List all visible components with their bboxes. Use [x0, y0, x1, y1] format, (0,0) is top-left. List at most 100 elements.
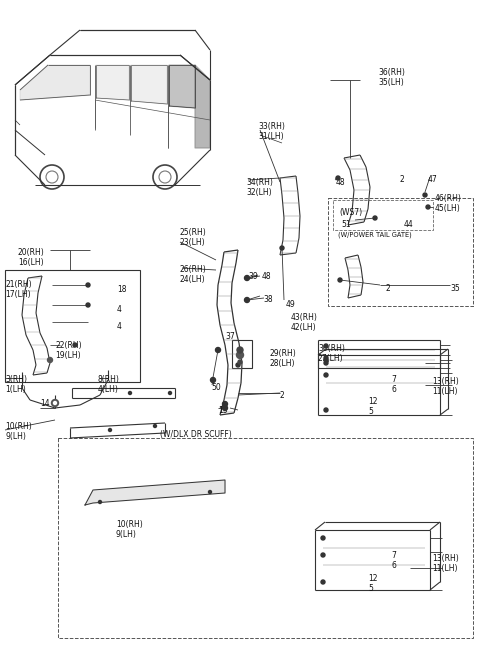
Text: 29(RH): 29(RH): [270, 349, 297, 358]
Circle shape: [324, 361, 328, 365]
Bar: [58, 438, 473, 638]
Text: 48: 48: [262, 272, 272, 281]
Text: 10(RH): 10(RH): [116, 520, 143, 529]
Text: 3(RH): 3(RH): [5, 375, 27, 384]
Polygon shape: [131, 65, 167, 104]
Circle shape: [324, 358, 328, 362]
Bar: [232, 340, 252, 368]
Text: 2: 2: [386, 284, 391, 293]
Text: (W/POWER TAIL GATE): (W/POWER TAIL GATE): [338, 231, 412, 237]
Circle shape: [98, 501, 101, 504]
Text: 19(LH): 19(LH): [55, 351, 81, 360]
Circle shape: [211, 377, 216, 382]
Text: 45(LH): 45(LH): [435, 204, 461, 213]
Circle shape: [53, 401, 57, 405]
Text: 16(LH): 16(LH): [18, 258, 44, 267]
Text: 33(RH): 33(RH): [258, 122, 285, 131]
Text: 12: 12: [368, 574, 377, 583]
Circle shape: [237, 347, 243, 353]
Text: 9(LH): 9(LH): [5, 432, 26, 441]
Circle shape: [321, 536, 325, 540]
Circle shape: [48, 358, 52, 363]
Text: 4(LH): 4(LH): [98, 385, 119, 394]
Bar: [5, 270, 140, 382]
Circle shape: [280, 246, 284, 250]
Text: 47: 47: [428, 175, 438, 184]
Text: 28(LH): 28(LH): [270, 359, 296, 368]
Text: 11(LH): 11(LH): [432, 564, 457, 573]
Circle shape: [244, 298, 250, 302]
Text: 10(RH): 10(RH): [5, 422, 32, 431]
Circle shape: [73, 343, 77, 347]
Text: 22(RH): 22(RH): [55, 341, 82, 350]
Circle shape: [223, 401, 228, 407]
Bar: [333, 200, 433, 230]
Text: 49: 49: [286, 300, 296, 309]
Text: 32(LH): 32(LH): [246, 188, 272, 197]
Text: 7: 7: [391, 375, 396, 384]
Text: 12: 12: [368, 397, 377, 406]
Text: 2: 2: [400, 175, 405, 184]
Text: 13(RH): 13(RH): [432, 554, 459, 563]
Circle shape: [321, 553, 325, 557]
Text: 23(LH): 23(LH): [180, 238, 205, 247]
Circle shape: [168, 392, 171, 394]
Text: 25(RH): 25(RH): [180, 228, 207, 237]
Text: 6: 6: [391, 385, 396, 394]
Text: 44: 44: [404, 220, 414, 229]
Text: 34(RH): 34(RH): [246, 178, 273, 187]
Circle shape: [86, 283, 90, 287]
Circle shape: [208, 491, 212, 493]
Text: 5: 5: [368, 584, 373, 593]
Text: 37: 37: [225, 332, 235, 341]
Circle shape: [324, 373, 328, 377]
Text: 27(LH): 27(LH): [318, 354, 344, 363]
Text: 24(LH): 24(LH): [180, 275, 205, 284]
Text: 4: 4: [117, 305, 122, 314]
Circle shape: [238, 360, 242, 364]
Text: 2: 2: [279, 391, 284, 400]
Text: 15: 15: [218, 406, 228, 415]
Text: 9(LH): 9(LH): [116, 530, 137, 539]
Circle shape: [237, 352, 243, 358]
Text: (W/DLX DR SCUFF): (W/DLX DR SCUFF): [160, 430, 232, 439]
Circle shape: [129, 392, 132, 394]
Text: 50: 50: [211, 383, 221, 392]
Circle shape: [223, 405, 228, 411]
Text: 8(RH): 8(RH): [98, 375, 120, 384]
Text: 43(RH): 43(RH): [291, 313, 318, 322]
Circle shape: [324, 344, 328, 348]
Text: 42(LH): 42(LH): [291, 323, 317, 332]
Polygon shape: [195, 65, 210, 148]
Text: 14: 14: [40, 399, 49, 408]
Text: 7: 7: [391, 551, 396, 560]
Text: 4: 4: [117, 322, 122, 331]
Text: 5: 5: [368, 407, 373, 416]
Text: 18: 18: [117, 285, 127, 294]
Circle shape: [154, 424, 156, 428]
Circle shape: [324, 408, 328, 412]
Text: 39: 39: [248, 272, 258, 281]
Circle shape: [86, 303, 90, 307]
Text: 31(LH): 31(LH): [258, 132, 284, 141]
Polygon shape: [85, 480, 225, 505]
Text: 30(RH): 30(RH): [318, 344, 345, 353]
Text: 38: 38: [263, 295, 273, 304]
Circle shape: [338, 278, 342, 282]
Text: 21(RH): 21(RH): [5, 280, 32, 289]
Text: 36(RH): 36(RH): [378, 68, 405, 77]
Circle shape: [236, 363, 240, 367]
Polygon shape: [20, 65, 90, 100]
Text: 48: 48: [336, 178, 346, 187]
Circle shape: [51, 400, 59, 407]
Text: 26(RH): 26(RH): [180, 265, 207, 274]
Text: 51: 51: [341, 220, 350, 229]
Circle shape: [373, 216, 377, 220]
Text: 11(LH): 11(LH): [432, 387, 457, 396]
Text: 46(RH): 46(RH): [435, 194, 462, 203]
Text: 1(LH): 1(LH): [5, 385, 26, 394]
Circle shape: [423, 193, 427, 197]
Circle shape: [324, 356, 328, 360]
Circle shape: [108, 428, 111, 432]
Polygon shape: [96, 65, 129, 100]
